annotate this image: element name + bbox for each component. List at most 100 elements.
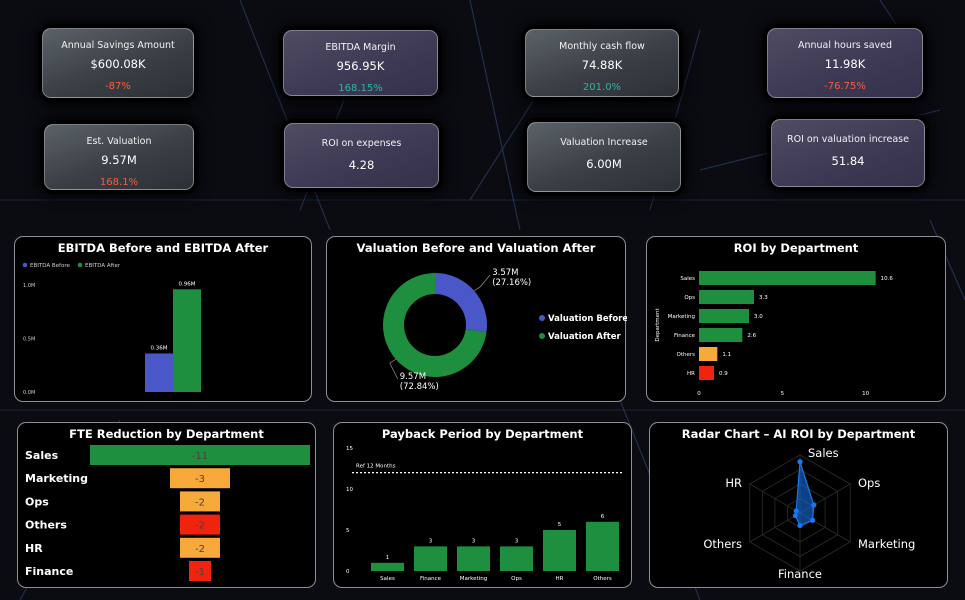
kpi-label: Est. Valuation bbox=[86, 136, 152, 147]
category-label: Ops bbox=[25, 495, 49, 508]
kpi-card[interactable]: Est. Valuation 9.57M 168.1% bbox=[44, 124, 194, 190]
bar bbox=[699, 309, 749, 323]
valuation-chart: 3.57M(27.16%) 9.57M(72.84%) Valuation Befo… bbox=[383, 268, 627, 392]
data-label: 0.96M bbox=[179, 281, 196, 287]
category-label: Finance bbox=[25, 565, 73, 578]
bar bbox=[500, 546, 533, 571]
data-label: 2.6 bbox=[747, 333, 756, 339]
bar bbox=[371, 562, 404, 571]
ebitda-chart-panel[interactable]: EBITDA Before and EBITDA After EBITDA Be… bbox=[14, 236, 312, 402]
radar-chart-panel[interactable]: Radar Chart – AI ROI by Department Sales… bbox=[649, 422, 948, 588]
ebitda-chart: EBITDA Before EBITDA After 1.0M 0.5M 0.0M 0.3… bbox=[22, 262, 201, 396]
valuation-chart-title: Valuation Before and Valuation After bbox=[356, 241, 596, 255]
category-label: Others bbox=[677, 352, 696, 358]
kpi-card[interactable]: ROI on expenses 4.28 bbox=[284, 123, 439, 188]
valuation-chart-panel[interactable]: Valuation Before and Valuation After 3.5… bbox=[326, 236, 627, 402]
bar bbox=[90, 445, 310, 465]
x-tick-label: Marketing bbox=[460, 576, 487, 582]
kpi-value: 4.28 bbox=[348, 158, 375, 172]
radar-point bbox=[797, 459, 803, 465]
x-tick-label: 5 bbox=[781, 391, 785, 397]
data-label: 3.57M bbox=[492, 268, 518, 278]
roi-chart-title: ROI by Department bbox=[733, 241, 859, 255]
kpi-label: Monthly cash flow bbox=[559, 41, 645, 52]
radar-axis bbox=[749, 483, 801, 514]
category-label: Finance bbox=[778, 567, 822, 581]
data-label: (72.84%) bbox=[400, 382, 439, 392]
kpi-change: 201.0% bbox=[582, 82, 622, 93]
category-label: Marketing bbox=[668, 314, 695, 320]
data-label: (27.16%) bbox=[492, 278, 531, 288]
kpi-card[interactable]: Valuation Increase 6.00M bbox=[527, 122, 681, 192]
legend-swatch bbox=[77, 262, 83, 268]
radar-point bbox=[811, 502, 817, 508]
category-label: HR bbox=[25, 542, 43, 555]
leader-line bbox=[474, 274, 491, 292]
payback-chart: 0 5 10 15 Ref 12 Months 1 Sales 3 Finance 3 Market… bbox=[346, 446, 624, 582]
legend-swatch bbox=[539, 315, 545, 321]
bar bbox=[699, 347, 718, 361]
bar bbox=[699, 290, 754, 304]
kpi-label: ROI on expenses bbox=[321, 138, 402, 149]
payback-chart-title: Payback Period by Department bbox=[381, 427, 584, 441]
kpi-card[interactable]: Monthly cash flow 74.88K 201.0% bbox=[525, 29, 679, 97]
bar bbox=[189, 561, 211, 581]
kpi-value: 956.95K bbox=[336, 59, 385, 73]
data-label: 3 bbox=[429, 538, 433, 544]
legend-swatch bbox=[22, 262, 28, 268]
bar bbox=[586, 521, 619, 571]
x-tick-label: Finance bbox=[420, 576, 442, 582]
kpi-card[interactable]: EBITDA Margin 956.95K 168.15% bbox=[283, 30, 438, 96]
category-label: Sales bbox=[808, 446, 839, 460]
data-label: 5 bbox=[558, 522, 562, 528]
fte-chart: Sales -11 Marketing -3 Ops -2 Others -2 HR -2 Fina… bbox=[25, 445, 310, 581]
radar-point bbox=[793, 508, 799, 514]
kpi-label: Annual Savings Amount bbox=[61, 40, 175, 51]
y-axis-label: Department bbox=[655, 308, 661, 342]
category-label: Others bbox=[703, 537, 742, 551]
kpi-change: 168.15% bbox=[338, 83, 383, 94]
x-tick-label: HR bbox=[556, 576, 564, 582]
fte-chart-panel[interactable]: FTE Reduction by Department Sales -11 Mark… bbox=[17, 422, 316, 588]
data-label: 3 bbox=[472, 538, 476, 544]
x-tick-label: Sales bbox=[380, 576, 395, 582]
bar bbox=[170, 468, 230, 489]
kpi-card[interactable]: Annual hours saved 11.98K -76.75% bbox=[767, 28, 923, 98]
y-tick-label: 10 bbox=[346, 487, 353, 493]
data-label: 9.57M bbox=[400, 372, 426, 382]
kpi-card[interactable]: Annual Savings Amount $600.08K -87% bbox=[42, 28, 194, 98]
kpi-value: 51.84 bbox=[831, 154, 865, 168]
x-tick-label: Ops bbox=[511, 576, 522, 582]
roi-chart-panel[interactable]: ROI by Department Sales 10.6 Ops 3.3 Marketi… bbox=[646, 236, 946, 402]
roi-chart: Sales 10.6 Ops 3.3 Marketing 3.0 Finance 2.6 Oth… bbox=[655, 271, 893, 397]
legend-swatch bbox=[539, 333, 545, 339]
data-label: 0.36M bbox=[151, 345, 168, 351]
bar bbox=[414, 546, 447, 571]
radar-chart-title: Radar Chart – AI ROI by Department bbox=[681, 427, 916, 441]
kpi-value: $600.08K bbox=[90, 57, 146, 71]
kpi-card[interactable]: ROI on valuation increase 51.84 bbox=[771, 119, 925, 187]
category-label: HR bbox=[687, 371, 695, 377]
kpi-value: 6.00M bbox=[586, 157, 622, 171]
payback-chart-panel[interactable]: Payback Period by Department 0 5 10 15 Ref 1… bbox=[333, 422, 632, 588]
y-tick-label: 0.0M bbox=[23, 390, 35, 396]
ebitda-chart-title: EBITDA Before and EBITDA After bbox=[57, 241, 269, 255]
kpi-value: 9.57M bbox=[101, 153, 137, 167]
legend-entry: EBITDA After bbox=[85, 263, 121, 269]
radar-point bbox=[792, 513, 798, 519]
legend-entry: EBITDA Before bbox=[30, 263, 70, 269]
kpi-label: EBITDA Margin bbox=[325, 42, 396, 53]
leader-line bbox=[389, 358, 399, 380]
data-label: -3 bbox=[195, 474, 205, 485]
kpi-label: Valuation Increase bbox=[560, 137, 648, 148]
category-label: Finance bbox=[674, 333, 696, 339]
kpi-value: 74.88K bbox=[581, 58, 623, 72]
bar bbox=[699, 271, 876, 285]
kpi-change: 168.1% bbox=[99, 177, 139, 188]
data-label: 0.9 bbox=[719, 371, 728, 377]
x-tick-label: 0 bbox=[697, 391, 701, 397]
pie-slice bbox=[435, 273, 487, 333]
kpi-label: ROI on valuation increase bbox=[787, 134, 909, 145]
category-label: Sales bbox=[25, 449, 59, 462]
category-label: Sales bbox=[680, 276, 695, 282]
